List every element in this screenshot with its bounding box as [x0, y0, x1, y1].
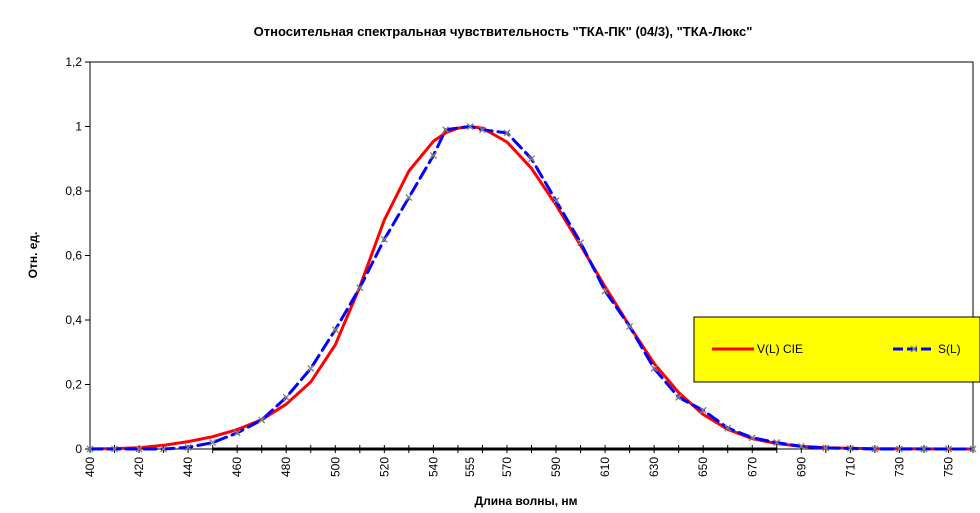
data-point-marker — [282, 393, 290, 401]
x-tick-label: 610 — [598, 457, 612, 477]
data-point-marker — [356, 284, 364, 292]
data-point-marker — [111, 445, 119, 453]
y-axis-title: Отн. ед. — [26, 232, 40, 279]
x-tick-label: 690 — [794, 457, 808, 477]
x-tick-label: 750 — [941, 457, 955, 477]
legend-marker — [910, 345, 918, 353]
data-point-marker — [429, 152, 437, 160]
y-tick-label: 0,6 — [65, 249, 82, 263]
plot-area — [89, 61, 974, 450]
x-tick-label: 730 — [892, 457, 906, 477]
data-point-marker — [528, 155, 535, 163]
data-point-marker — [577, 239, 585, 247]
data-point-marker — [160, 445, 168, 453]
data-point-marker — [822, 444, 830, 452]
chart-title: Относительная спектральная чувствительно… — [254, 24, 753, 39]
x-tick-label: 500 — [328, 457, 342, 477]
x-axis: 400 420 440 460 480 500 520 540 555 570 590 610 630 6… — [83, 445, 974, 477]
data-point-marker — [442, 126, 450, 134]
x-tick-label: 440 — [181, 457, 195, 477]
x-tick-label: 460 — [230, 457, 244, 477]
data-point-marker — [748, 434, 756, 442]
legend-label: S(L) — [938, 342, 961, 356]
data-point-marker — [380, 235, 388, 243]
x-tick-label: 590 — [549, 457, 563, 477]
x-tick-label: 670 — [745, 457, 759, 477]
y-tick-label: 1,2 — [65, 55, 82, 69]
data-point-marker — [601, 287, 609, 295]
chart-legend: V(L) CIE S(L) — [693, 316, 980, 383]
y-axis: 0 0,2 0,4 0,6 0,8 1 1,2 — [65, 55, 90, 456]
data-point-marker — [699, 406, 707, 414]
x-tick-label: 570 — [500, 457, 514, 477]
data-point-marker — [920, 445, 928, 453]
x-axis-title: Длина волны, нм — [475, 494, 578, 508]
data-point-marker — [184, 443, 192, 451]
y-tick-label: 0,2 — [65, 378, 82, 392]
data-point-marker — [135, 445, 143, 453]
data-point-marker — [331, 326, 339, 334]
data-point-marker — [944, 445, 952, 453]
y-tick-label: 0,4 — [65, 313, 82, 327]
data-point-marker — [724, 424, 732, 432]
x-tick-label: 555 — [463, 457, 477, 477]
data-point-marker — [626, 322, 634, 330]
data-point-marker — [258, 416, 266, 424]
data-point-marker — [846, 444, 854, 452]
x-tick-label: 520 — [377, 457, 391, 477]
series-line-v-cie — [88, 125, 975, 451]
data-point-marker — [969, 445, 977, 453]
legend-label: V(L) CIE — [757, 342, 803, 356]
data-point-marker — [650, 364, 658, 372]
data-point-marker — [209, 439, 217, 447]
data-point-marker — [405, 193, 413, 201]
x-tick-label: 710 — [843, 457, 857, 477]
data-point-marker — [307, 364, 315, 372]
data-point-marker — [86, 445, 94, 453]
data-point-marker — [552, 197, 560, 205]
y-tick-label: 1 — [75, 120, 82, 134]
data-point-marker — [773, 439, 781, 447]
x-tick-label: 630 — [647, 457, 661, 477]
data-point-marker — [233, 429, 241, 437]
data-point-marker — [503, 129, 511, 137]
x-tick-label: 540 — [426, 457, 440, 477]
y-tick-label: 0 — [75, 442, 82, 456]
x-tick-label: 480 — [279, 457, 293, 477]
data-point-marker — [797, 442, 805, 450]
data-point-marker — [871, 445, 879, 453]
data-point-marker — [675, 393, 683, 401]
x-tick-label: 400 — [83, 457, 97, 477]
data-point-marker — [466, 123, 474, 130]
x-tick-label: 420 — [132, 457, 146, 477]
x-tick-label: 650 — [696, 457, 710, 477]
series-layer — [86, 123, 977, 453]
series-line-s-l — [88, 125, 975, 451]
y-tick-label: 0,8 — [65, 184, 82, 198]
data-point-marker — [478, 126, 486, 134]
data-point-marker — [895, 445, 903, 453]
plot-frame — [89, 61, 974, 450]
